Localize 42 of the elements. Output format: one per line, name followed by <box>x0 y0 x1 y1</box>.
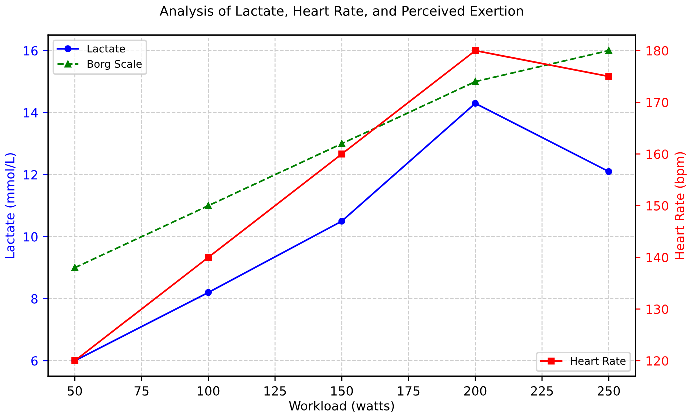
x-tick-label: 50 <box>68 386 82 396</box>
point <box>338 140 346 148</box>
point <box>205 289 212 296</box>
x-tick-label: 175 <box>398 386 420 396</box>
x-tick-label: 200 <box>464 386 487 396</box>
point <box>606 168 612 176</box>
y2-axis-title: Heart Rate (bpm) <box>674 152 687 260</box>
x-tick-label: 150 <box>331 386 354 396</box>
x-tick-label: 225 <box>531 386 554 396</box>
point <box>205 254 212 262</box>
y2-tick-label: 130 <box>646 304 668 314</box>
y-tick-label: 14 <box>24 108 38 118</box>
y2-tick-label: 120 <box>646 356 668 366</box>
x-tick-label: 250 <box>598 386 620 396</box>
y-tick-label: 10 <box>24 232 38 242</box>
y-tick-label: 6 <box>32 356 38 366</box>
point <box>72 264 79 272</box>
point <box>338 218 346 225</box>
legend-label: Lactate <box>88 45 126 53</box>
x-tick-label: 100 <box>198 386 220 396</box>
point <box>472 47 480 54</box>
point <box>606 73 612 80</box>
y2-tick-label: 180 <box>646 46 668 56</box>
y2-tick-label: 150 <box>646 201 668 211</box>
legend-label: Borg Scale <box>88 60 142 70</box>
y-tick-label: 12 <box>24 170 38 180</box>
point <box>606 47 612 54</box>
point <box>205 202 212 210</box>
y-tick-label: 8 <box>32 294 38 304</box>
x-tick-label: 75 <box>134 386 149 396</box>
y2-tick-label: 160 <box>646 150 668 160</box>
chart-title: Analysis of Lactate, Heart Rate, and Perceived Exertion <box>160 6 524 19</box>
point <box>472 100 480 108</box>
y-tick-label: 16 <box>24 46 38 56</box>
legend-label: Heart Rate <box>571 357 626 366</box>
point <box>472 78 480 86</box>
point <box>338 150 346 158</box>
x-tick-label: 125 <box>264 386 286 396</box>
y-axis-title: Lactate (mmol/L) <box>5 153 16 258</box>
y2-tick-label: 140 <box>646 253 668 263</box>
x-axis-title: Workload (watts) <box>289 401 394 412</box>
y2-tick-label: 170 <box>646 98 668 108</box>
